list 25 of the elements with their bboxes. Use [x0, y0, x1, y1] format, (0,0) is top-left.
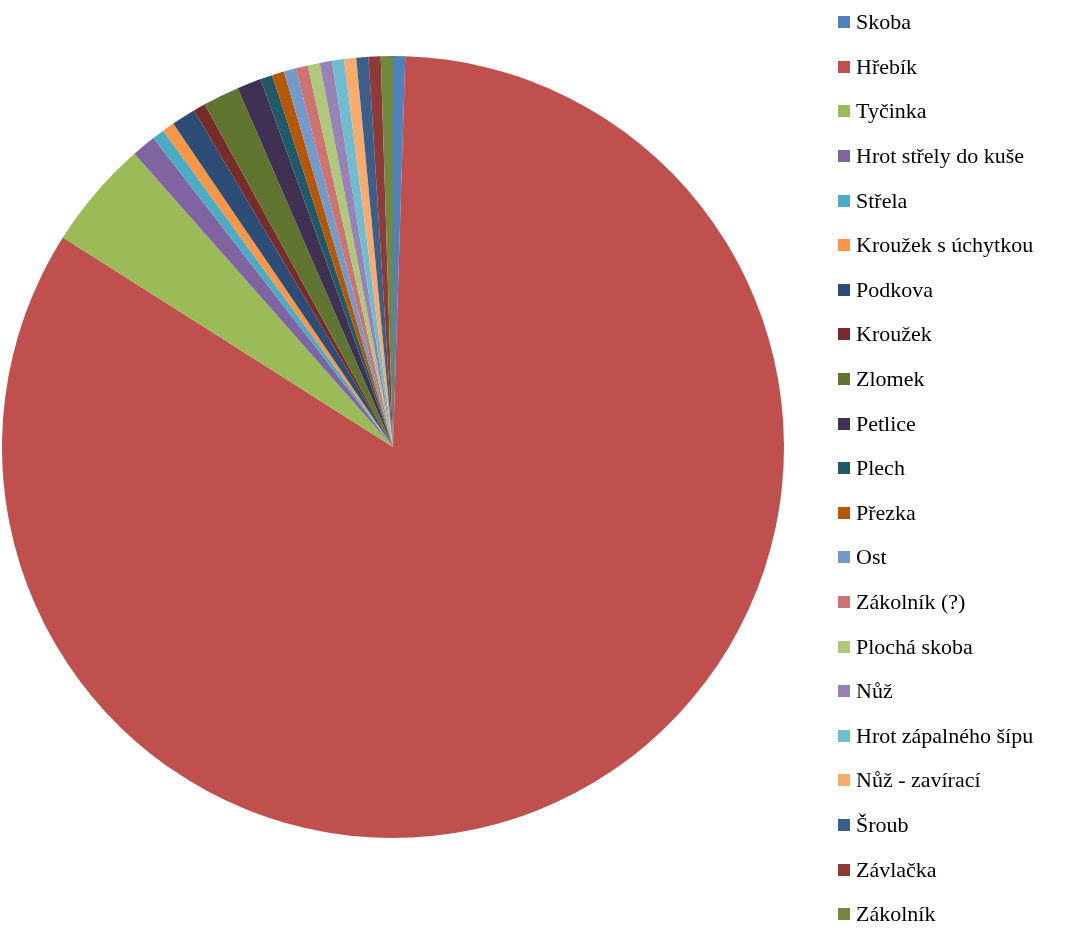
legend-label: Kroužek — [856, 321, 932, 348]
legend-label: Plech — [856, 455, 905, 482]
legend-label: Hrot zápalného šípu — [856, 722, 1034, 749]
legend-label: Skoba — [856, 9, 911, 36]
legend-label: Závlačka — [856, 856, 937, 883]
legend-label: Podkova — [856, 276, 933, 303]
legend-label: Nůž — [856, 678, 893, 705]
legend-label: Zákolník — [856, 901, 936, 928]
legend-label: Zákolník (?) — [856, 589, 966, 616]
pie-slice — [331, 59, 393, 447]
legend-label: Nůž - zavírací — [856, 767, 981, 794]
pie-slice — [62, 153, 393, 447]
legend-label: Přezka — [856, 499, 916, 526]
pie-slice — [2, 56, 784, 838]
legend-label: Ost — [856, 544, 887, 571]
legend-label: Tyčinka — [856, 98, 927, 125]
legend-label: Zlomek — [856, 366, 925, 393]
pie-slice — [237, 79, 393, 447]
legend-label: Střela — [856, 187, 908, 214]
legend-label: Hřebík — [856, 53, 918, 80]
legend-label: Kroužek s úchytkou — [856, 232, 1034, 259]
legend-label: Hrot střely do kuše — [856, 143, 1025, 170]
legend-label: Petlice — [856, 410, 916, 437]
legend-label: Šroub — [856, 811, 909, 838]
legend-label: Plochá skoba — [856, 633, 973, 660]
